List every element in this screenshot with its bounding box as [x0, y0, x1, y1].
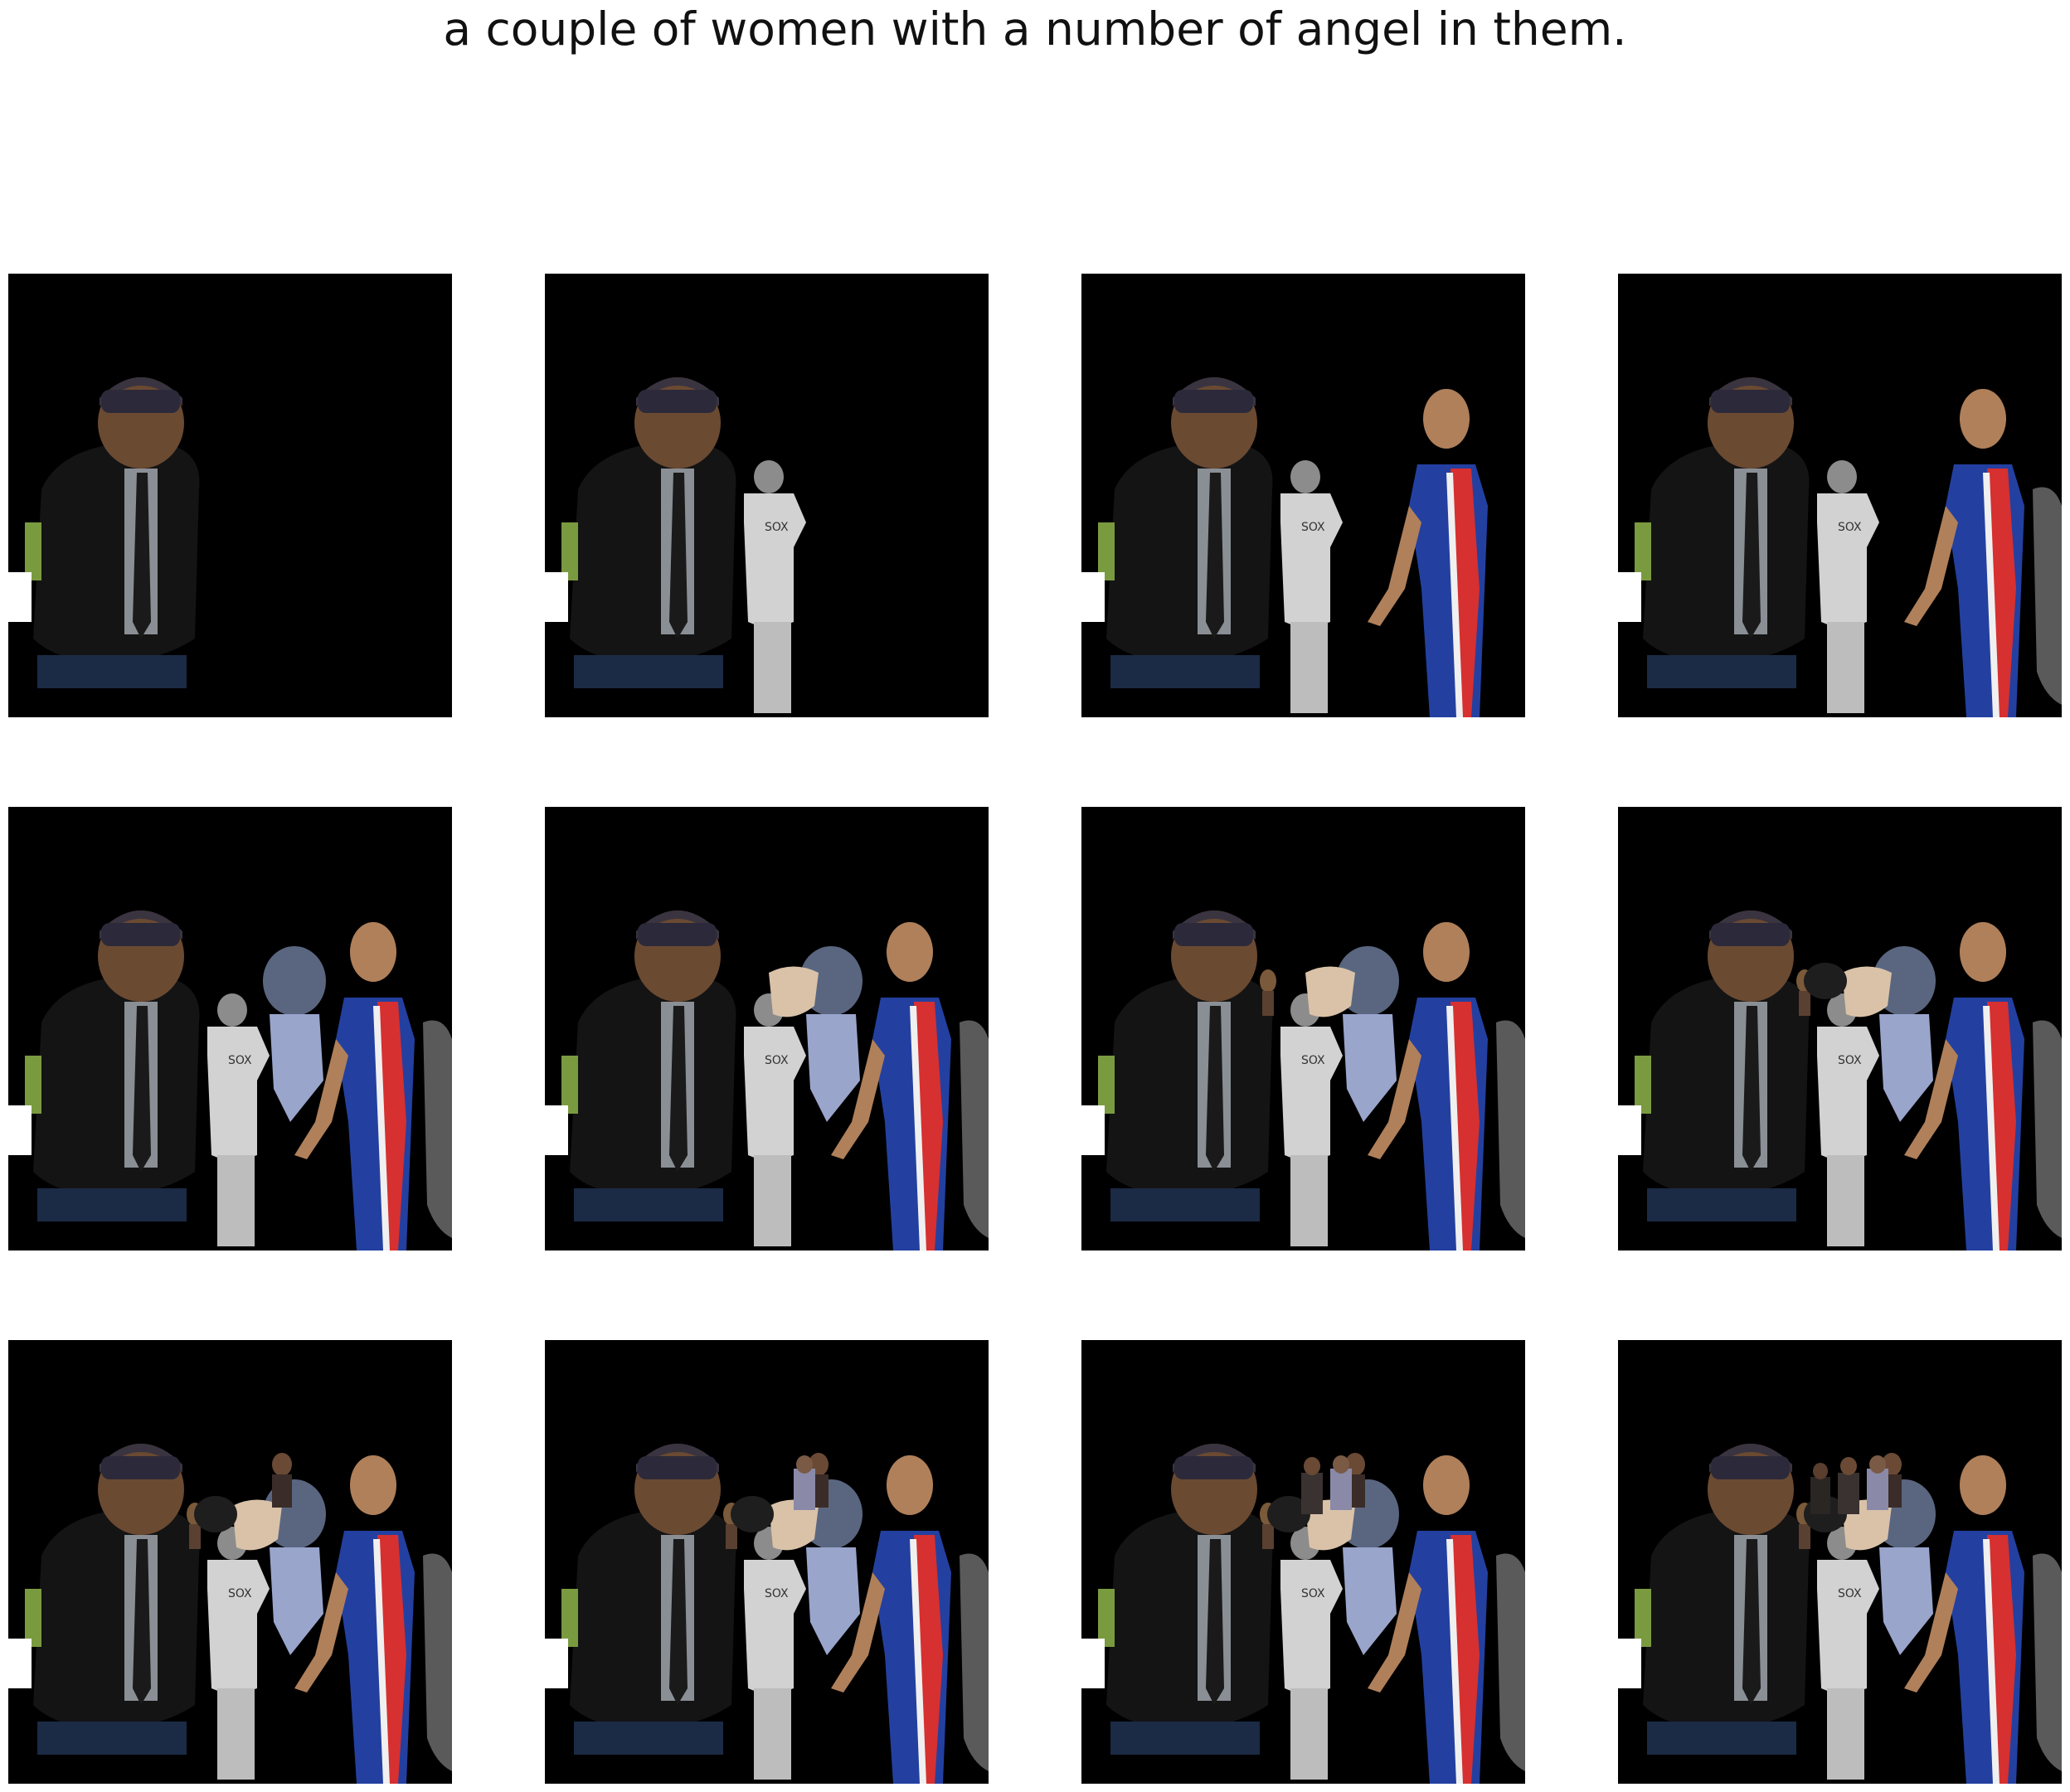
right-edge-figure: [1496, 1020, 1525, 1238]
hair-patch: [232, 1499, 282, 1551]
hair-patch: [769, 966, 819, 1017]
hair-patch: [769, 1499, 819, 1551]
image-panel-3: SOX: [1081, 274, 1525, 717]
baseball-player: SOX: [1280, 460, 1343, 713]
image-panel-6: SOX: [545, 807, 989, 1251]
hair-patch: [1842, 966, 1892, 1017]
dark-cap: [194, 1496, 237, 1532]
group-figure-a: [1330, 1455, 1352, 1510]
man-with-cap: [1618, 1444, 1810, 1755]
svg-text:SOX: SOX: [1301, 1587, 1325, 1600]
man-with-cap: [545, 1444, 736, 1755]
group-figure-b: [1301, 1457, 1323, 1514]
group-figure-a: [1867, 1455, 1888, 1510]
athlete-red-blue: [831, 1455, 951, 1784]
svg-text:SOX: SOX: [1838, 521, 1862, 534]
man-with-cap: [8, 911, 200, 1221]
baseball-player: SOX: [1817, 1527, 1879, 1780]
man-with-cap: [545, 911, 736, 1221]
dark-cap: [1267, 1496, 1310, 1532]
athlete-red-blue: [831, 922, 951, 1251]
dark-cap: [731, 1496, 774, 1532]
baseball-player: SOX: [744, 1527, 806, 1780]
baseball-player: SOX: [1280, 993, 1343, 1246]
man-with-cap: [1618, 377, 1810, 688]
man-with-cap: [8, 1444, 200, 1755]
man-with-cap: [545, 377, 736, 688]
svg-text:SOX: SOX: [1301, 521, 1325, 534]
image-panel-9: SOX: [8, 1340, 452, 1784]
man-with-cap: [8, 377, 200, 688]
image-panel-2: SOX: [545, 274, 989, 717]
svg-text:SOX: SOX: [765, 1054, 789, 1067]
right-edge-figure: [2033, 1553, 2062, 1771]
right-edge-figure: [423, 1553, 452, 1771]
baseball-player: SOX: [1817, 993, 1879, 1246]
image-panel-1: [8, 274, 452, 717]
top-person: [272, 1453, 292, 1508]
svg-text:SOX: SOX: [765, 521, 789, 534]
image-panel-11: SOX: [1081, 1340, 1525, 1784]
group-figure-a: [794, 1455, 815, 1510]
small-figure: [1260, 969, 1276, 1016]
athlete-red-blue: [1368, 389, 1488, 717]
athlete-red-blue: [1904, 389, 2024, 717]
athlete-red-blue: [294, 922, 415, 1251]
baseball-player: SOX: [744, 993, 806, 1246]
svg-text:SOX: SOX: [1838, 1054, 1862, 1067]
hair-patch: [1305, 966, 1355, 1017]
right-edge-figure: [423, 1020, 452, 1238]
right-edge-figure: [1496, 1553, 1525, 1771]
baseball-player: SOX: [1280, 1527, 1343, 1780]
right-edge-figure: [2033, 1020, 2062, 1238]
svg-text:SOX: SOX: [1838, 1587, 1862, 1600]
dark-cap: [1804, 963, 1847, 999]
baseball-player: SOX: [744, 460, 806, 713]
athlete-red-blue: [1904, 1455, 2024, 1784]
athlete-red-blue: [1904, 922, 2024, 1251]
man-with-cap: [1081, 1444, 1273, 1755]
baseball-player: SOX: [207, 993, 270, 1246]
baseball-player: SOX: [207, 1527, 270, 1780]
group-figure-c: [1810, 1463, 1830, 1514]
athlete-red-blue: [1368, 1455, 1488, 1784]
athlete-red-blue: [294, 1455, 415, 1784]
image-panel-10: SOX: [545, 1340, 989, 1784]
man-with-cap: [1618, 911, 1810, 1221]
svg-text:SOX: SOX: [228, 1054, 252, 1067]
image-panel-8: SOX: [1618, 807, 2062, 1251]
image-panel-12: SOX: [1618, 1340, 2062, 1784]
figure-caption: a couple of women with a number of angel…: [443, 2, 1627, 56]
image-panel-7: SOX: [1081, 807, 1525, 1251]
svg-text:SOX: SOX: [765, 1587, 789, 1600]
right-edge-figure: [2033, 487, 2062, 705]
man-with-cap: [1081, 911, 1273, 1221]
image-panel-5: SOX: [8, 807, 452, 1251]
svg-text:SOX: SOX: [1301, 1054, 1325, 1067]
man-with-cap: [1081, 377, 1273, 688]
svg-text:SOX: SOX: [228, 1587, 252, 1600]
right-edge-figure: [960, 1020, 989, 1238]
group-figure-b: [1838, 1457, 1859, 1514]
right-edge-figure: [960, 1553, 989, 1771]
athlete-red-blue: [1368, 922, 1488, 1251]
blurred-face: [263, 946, 326, 1122]
baseball-player: SOX: [1817, 460, 1879, 713]
image-panel-4: SOX: [1618, 274, 2062, 717]
